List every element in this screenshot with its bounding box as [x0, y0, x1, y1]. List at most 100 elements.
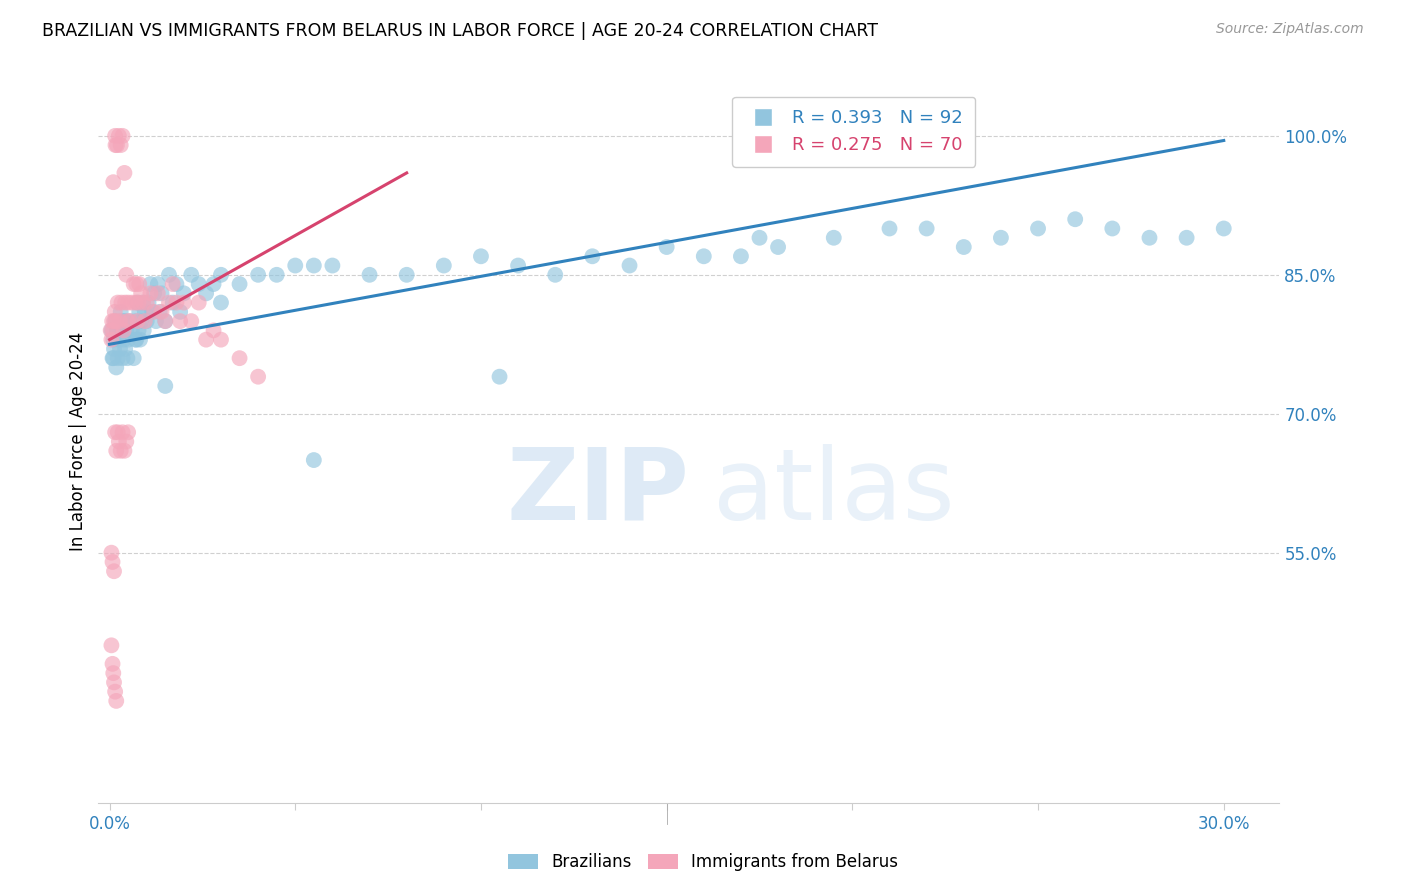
Point: [101, 351, 124, 366]
Point: [195, 333, 218, 347]
Point: [117, 295, 139, 310]
Text: atlas: atlas: [713, 443, 955, 541]
Point: [103, 666, 125, 681]
Point: [135, 314, 157, 328]
Point: [117, 314, 139, 328]
Point: [121, 295, 143, 310]
Point: [162, 295, 184, 310]
Point: [107, 351, 129, 366]
Point: [155, 314, 177, 328]
Point: [209, 295, 232, 310]
Point: [1175, 231, 1198, 245]
Point: [139, 277, 162, 291]
Point: [100, 546, 122, 560]
Point: [730, 249, 752, 263]
Point: [266, 268, 288, 282]
Point: [111, 425, 134, 440]
Point: [112, 333, 135, 347]
Point: [100, 333, 122, 347]
Point: [101, 555, 124, 569]
Point: [138, 295, 160, 310]
Point: [115, 434, 138, 449]
Point: [112, 314, 135, 328]
Point: [122, 277, 145, 291]
Point: [655, 240, 678, 254]
Point: [395, 268, 418, 282]
Point: [132, 295, 155, 310]
Point: [100, 638, 122, 652]
Point: [859, 138, 882, 153]
Point: [284, 259, 307, 273]
Point: [105, 323, 128, 337]
Point: [104, 305, 127, 319]
Point: [104, 128, 127, 143]
Point: [108, 342, 131, 356]
Point: [128, 277, 150, 291]
Point: [135, 295, 157, 310]
Point: [108, 333, 131, 347]
Point: [952, 240, 974, 254]
Point: [915, 221, 938, 235]
Point: [180, 268, 202, 282]
Point: [101, 657, 124, 671]
Point: [141, 305, 163, 319]
Point: [103, 342, 125, 356]
Point: [110, 305, 132, 319]
Point: [111, 351, 134, 366]
Point: [209, 268, 232, 282]
Point: [115, 323, 138, 337]
Point: [134, 314, 156, 328]
Point: [157, 295, 180, 310]
Point: [139, 286, 162, 301]
Point: [1139, 231, 1161, 245]
Point: [359, 268, 381, 282]
Point: [129, 333, 152, 347]
Point: [103, 175, 125, 189]
Point: [108, 434, 131, 449]
Point: [114, 295, 136, 310]
Point: [165, 295, 187, 310]
Point: [110, 443, 132, 458]
Point: [195, 286, 218, 301]
Point: [105, 323, 128, 337]
Point: [107, 295, 129, 310]
Point: [155, 314, 177, 328]
Point: [105, 694, 128, 708]
Point: [128, 295, 150, 310]
Text: Source: ZipAtlas.com: Source: ZipAtlas.com: [1216, 22, 1364, 37]
Point: [619, 259, 641, 273]
Point: [488, 369, 510, 384]
Point: [169, 305, 191, 319]
Point: [146, 286, 169, 301]
Point: [128, 323, 150, 337]
Point: [124, 314, 146, 328]
Point: [104, 314, 127, 328]
Point: [302, 453, 325, 467]
Point: [112, 314, 135, 328]
Point: [112, 166, 135, 180]
Point: [150, 305, 173, 319]
Point: [302, 259, 325, 273]
Point: [544, 268, 567, 282]
Point: [101, 314, 124, 328]
Point: [165, 277, 187, 291]
Point: [110, 295, 132, 310]
Point: [470, 249, 492, 263]
Point: [115, 268, 138, 282]
Point: [247, 268, 270, 282]
Point: [228, 351, 250, 366]
Point: [202, 323, 225, 337]
Point: [823, 231, 845, 245]
Point: [104, 425, 127, 440]
Point: [103, 333, 125, 347]
Point: [118, 314, 141, 328]
Point: [187, 277, 209, 291]
Point: [100, 323, 122, 337]
Point: [693, 249, 716, 263]
Point: [103, 314, 125, 328]
Point: [173, 286, 195, 301]
Point: [134, 305, 156, 319]
Point: [104, 684, 127, 698]
Point: [879, 221, 901, 235]
Point: [581, 249, 603, 263]
